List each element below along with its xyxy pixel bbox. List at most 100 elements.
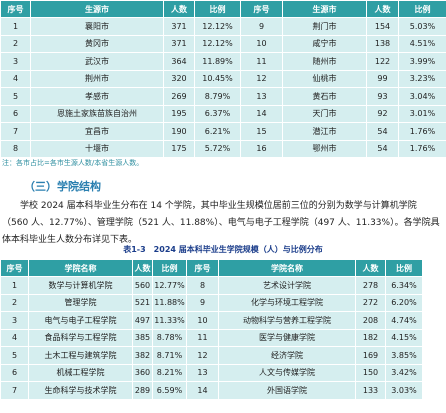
table-cell: 182 (355, 328, 386, 347)
table-cell: 7 (0, 381, 29, 400)
table-cell: 6 (0, 363, 29, 382)
table-cell: 195 (163, 104, 195, 123)
table-cell: 3.23% (398, 69, 446, 88)
table-cell: 11.33% (152, 311, 187, 330)
header-row: 序号 学院名称 人数 比例 序号 学院名称 人数 比例 (0, 259, 423, 277)
table-cell: 3.42% (385, 363, 423, 382)
table-cell: 12.12% (194, 34, 241, 53)
table-cell: 8.71% (152, 346, 187, 365)
table-cell: 13 (186, 363, 219, 382)
table-cell: 5.72% (194, 139, 241, 158)
table-cell: 360 (132, 363, 153, 382)
table-cell: 经济学院 (218, 346, 356, 365)
table-cell: 1 (0, 17, 31, 36)
table-row: 1 数学与计算机学院 560 12.77% 8 艺术设计学院 278 6.34% (0, 276, 423, 295)
table-cell: 宜昌市 (30, 122, 164, 141)
table-cell: 土木工程与建筑学院 (28, 346, 133, 365)
header-cell: 序号 (186, 259, 219, 277)
section-heading: （三）学院结构 (24, 180, 101, 193)
table-cell: 154 (366, 17, 399, 36)
table-cell: 6.37% (194, 104, 241, 123)
table-cell: 荆州市 (30, 69, 164, 88)
table-cell: 12.77% (152, 276, 187, 295)
table-cell: 十堰市 (30, 139, 164, 158)
table-cell: 10 (186, 311, 219, 330)
table-cell: 4 (0, 328, 29, 347)
table-cell: 320 (163, 69, 195, 88)
table-cell: 9 (240, 17, 283, 36)
table-row: 2 黄冈市 371 12.12% 10 咸宁市 138 4.51% (0, 34, 446, 53)
table-cell: 10.45% (194, 69, 241, 88)
table-cell: 7 (0, 122, 31, 141)
table-cell: 3.85% (385, 346, 423, 365)
table-cell: 2 (0, 34, 31, 53)
table-cell: 9 (186, 293, 219, 312)
table-cell: 8.78% (152, 328, 187, 347)
table-cell: 生命科学与技术学院 (28, 381, 133, 400)
table-cell: 电气与电子工程学院 (28, 311, 133, 330)
table-cell: 15 (240, 122, 283, 141)
table-row: 4 食品科学与工程学院 385 8.78% 11 医学与健康学院 182 4.15% (0, 328, 423, 347)
table-cell: 4.51% (398, 34, 446, 53)
table-cell: 艺术设计学院 (218, 276, 356, 295)
table-cell: 364 (163, 52, 195, 71)
table-cell: 272 (355, 293, 386, 312)
table-cell: 人文与传媒学院 (218, 363, 356, 382)
table-cell: 4.74% (385, 311, 423, 330)
table-row: 7 生命科学与技术学院 289 6.59% 14 外国语学院 133 3.03% (0, 381, 423, 400)
header-cell: 生源市 (282, 0, 367, 18)
table-row: 5 孝感市 269 8.79% 13 黄石市 93 3.04% (0, 87, 446, 106)
table-cell: 16 (240, 139, 283, 158)
table-cell: 93 (366, 87, 399, 106)
header-cell: 序号 (0, 0, 31, 18)
table-cell: 4.15% (385, 328, 423, 347)
header-cell: 人数 (355, 259, 386, 277)
table-cell: 269 (163, 87, 195, 106)
table-cell: 11.88% (152, 293, 187, 312)
table-cell: 289 (132, 381, 153, 400)
table-cell: 随州市 (282, 52, 367, 71)
table-cell: 食品科学与工程学院 (28, 328, 133, 347)
note: 注：各市占比=各市生源人数/本省生源人数。 (2, 159, 144, 167)
table-cell: 560 (132, 276, 153, 295)
header-cell: 比例 (194, 0, 241, 18)
paragraph: 学校 2024 届本科毕业生分布在 14 个学院，其中毕业生规模位居前三位的分别… (2, 201, 440, 245)
header-cell: 序号 (0, 259, 29, 277)
table-cell: 133 (355, 381, 386, 400)
table-cell: 荆门市 (282, 17, 367, 36)
table-cell: 382 (132, 346, 153, 365)
table-cell: 8.21% (152, 363, 187, 382)
table-cell: 黄石市 (282, 87, 367, 106)
table-cell: 3.03% (385, 381, 423, 400)
table-cell: 208 (355, 311, 386, 330)
table-cell: 6.20% (385, 293, 423, 312)
table-cell: 8.79% (194, 87, 241, 106)
table-cell: 6.59% (152, 381, 187, 400)
header-cell: 学院名称 (218, 259, 356, 277)
table-row: 5 土木工程与建筑学院 382 8.71% 12 经济学院 169 3.85% (0, 346, 423, 365)
table-cell: 6.21% (194, 122, 241, 141)
table-cell: 150 (355, 363, 386, 382)
table-cell: 6.34% (385, 276, 423, 295)
table-cell: 12 (186, 346, 219, 365)
header-cell: 人数 (366, 0, 399, 18)
table-row: 3 电气与电子工程学院 497 11.33% 10 动物科学与营养工程学院 208 4.74% (0, 311, 423, 330)
table-row: 3 武汉市 364 11.89% 11 随州市 122 3.99% (0, 52, 446, 71)
table-cell: 潜江市 (282, 122, 367, 141)
table-cell: 54 (366, 139, 399, 158)
table-cell: 11 (240, 52, 283, 71)
table-cell: 54 (366, 122, 399, 141)
table-cell: 169 (355, 346, 386, 365)
table-cell: 138 (366, 34, 399, 53)
header-cell: 比例 (398, 0, 446, 18)
table-cell: 鄂州市 (282, 139, 367, 158)
table-cell: 13 (240, 87, 283, 106)
table-cell: 天门市 (282, 104, 367, 123)
table-cell: 管理学院 (28, 293, 133, 312)
table-cell: 化学与环境工程学院 (218, 293, 356, 312)
table-cell: 恩施土家族苗族自治州 (30, 104, 164, 123)
table-cell: 92 (366, 104, 399, 123)
city-table: 序号 生源市 人数 比例 序号 生源市 人数 比例 1 襄阳市 371 12.12% 9 荆门市 154 5.… (0, 0, 446, 158)
table-row: 2 管理学院 521 11.88% 9 化学与环境工程学院 272 6.20% (0, 293, 423, 312)
